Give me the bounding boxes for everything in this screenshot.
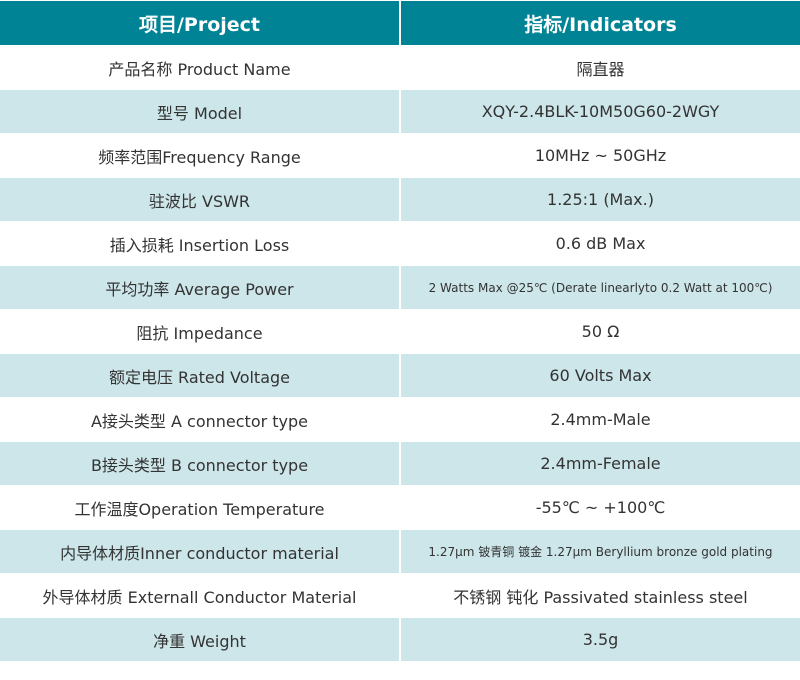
table-row: 外导体材质 Externall Conductor Material 不锈钢 钝化… <box>0 573 800 618</box>
table-row: 工作温度Operation Temperature -55℃ ~ +100℃ <box>0 485 800 530</box>
row-label: 频率范围Frequency Range <box>0 133 400 178</box>
row-label: 外导体材质 Externall Conductor Material <box>0 573 400 618</box>
row-label: 插入损耗 Insertion Loss <box>0 221 400 266</box>
table-row: 频率范围Frequency Range 10MHz ~ 50GHz <box>0 133 800 178</box>
row-label: 产品名称 Product Name <box>0 45 400 90</box>
row-value: 2.4mm-Male <box>399 397 800 442</box>
row-value: 3.5g <box>399 617 800 662</box>
row-value: 0.6 dB Max <box>399 221 800 266</box>
row-value: 不锈钢 钝化 Passivated stainless steel <box>399 573 800 618</box>
table-row: 型号 Model XQY-2.4BLK-10M50G60-2WGY <box>0 89 800 134</box>
table-row: 净重 Weight 3.5g <box>0 617 800 662</box>
row-value: 10MHz ~ 50GHz <box>399 133 800 178</box>
row-label: B接头类型 B connector type <box>0 441 400 486</box>
table-row: 产品名称 Product Name 隔直器 <box>0 45 800 90</box>
row-value: 2.4mm-Female <box>399 441 800 486</box>
row-label: 额定电压 Rated Voltage <box>0 353 400 398</box>
table-row: A接头类型 A connector type 2.4mm-Male <box>0 397 800 442</box>
row-value: -55℃ ~ +100℃ <box>399 485 800 530</box>
table-row: 平均功率 Average Power 2 Watts Max @25℃ (Dera… <box>0 265 800 310</box>
header-project: 项目/Project <box>0 0 400 46</box>
table-row: B接头类型 B connector type 2.4mm-Female <box>0 441 800 486</box>
table-row: 阻抗 Impedance 50 Ω <box>0 309 800 354</box>
table-row: 驻波比 VSWR 1.25:1 (Max.) <box>0 177 800 222</box>
row-label: 驻波比 VSWR <box>0 177 400 222</box>
row-value: XQY-2.4BLK-10M50G60-2WGY <box>399 89 800 134</box>
row-value: 2 Watts Max @25℃ (Derate linearlyto 0.2 … <box>399 265 800 310</box>
row-label: 净重 Weight <box>0 617 400 662</box>
table-row: 额定电压 Rated Voltage 60 Volts Max <box>0 353 800 398</box>
row-value: 50 Ω <box>399 309 800 354</box>
row-value: 1.27μm 铍青铜 镀金 1.27μm Beryllium bronze go… <box>399 529 800 574</box>
header-indicators: 指标/Indicators <box>399 0 800 46</box>
row-label: 平均功率 Average Power <box>0 265 400 310</box>
row-value: 隔直器 <box>399 45 800 90</box>
table-row: 插入损耗 Insertion Loss 0.6 dB Max <box>0 221 800 266</box>
row-value: 60 Volts Max <box>399 353 800 398</box>
row-label: 内导体材质Inner conductor material <box>0 529 400 574</box>
row-label: 工作温度Operation Temperature <box>0 485 400 530</box>
table-header: 项目/Project 指标/Indicators <box>0 0 800 46</box>
row-label: 型号 Model <box>0 89 400 134</box>
spec-table: 项目/Project 指标/Indicators 产品名称 Product Na… <box>0 0 800 662</box>
table-row: 内导体材质Inner conductor material 1.27μm 铍青铜 … <box>0 529 800 574</box>
row-label: A接头类型 A connector type <box>0 397 400 442</box>
row-value: 1.25:1 (Max.) <box>399 177 800 222</box>
row-label: 阻抗 Impedance <box>0 309 400 354</box>
